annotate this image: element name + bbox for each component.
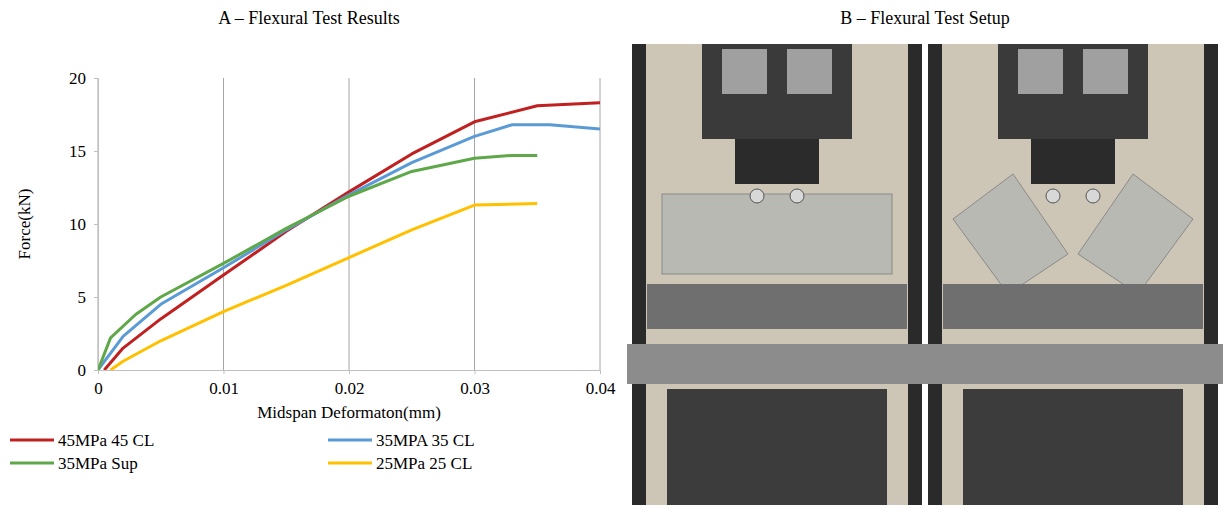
support-table	[627, 344, 927, 384]
loading-head	[998, 44, 1148, 139]
loading-fixture	[1031, 139, 1115, 184]
tick: 0.01	[209, 370, 239, 398]
legend-swatch	[328, 439, 372, 442]
x-axis-title: Midspan Deformaton(mm)	[257, 403, 441, 422]
y-axis-title: Force(kN)	[15, 189, 34, 260]
panel-title: B – Flexural Test Setup	[840, 8, 1009, 28]
photo-half	[923, 44, 1223, 505]
legend-swatch	[328, 462, 372, 465]
legend-label: 45MPa 45 CL	[58, 431, 154, 450]
tick: 0.03	[460, 370, 490, 398]
beam	[662, 194, 892, 274]
grid	[98, 78, 600, 370]
series-line	[98, 155, 537, 370]
grip-plate	[787, 49, 832, 94]
beam-half	[953, 174, 1068, 294]
tick-label: 0.02	[335, 379, 365, 398]
tick-label: 0	[78, 361, 87, 380]
photo	[627, 44, 1223, 505]
actuator	[963, 389, 1183, 505]
legend-swatch	[10, 439, 54, 442]
grip-plate	[1083, 49, 1128, 94]
figure: A – Flexural Test Results 0 0.01 0.02 0.03 0.…	[0, 0, 1225, 511]
tick: 5	[78, 288, 99, 307]
support-base	[943, 284, 1203, 329]
chart-title: A – Flexural Test Results	[218, 8, 399, 28]
tick: 20	[69, 69, 98, 88]
tick: 10	[69, 215, 98, 234]
loading-pin	[750, 189, 764, 203]
tick-label: 0.04	[586, 379, 616, 398]
loading-pin	[1086, 189, 1100, 203]
tick-label: 20	[69, 69, 86, 88]
legend-label: 35MPA 35 CL	[376, 431, 475, 450]
support-table	[923, 344, 1223, 384]
grip-plate	[722, 49, 767, 94]
x-axis: 0 0.01 0.02 0.03 0.04	[94, 370, 616, 398]
plot-area	[98, 103, 600, 370]
grid-line-x	[349, 78, 350, 370]
loading-head	[702, 44, 852, 139]
tick-label: 5	[78, 288, 87, 307]
legend-swatch	[10, 462, 54, 465]
tick: 0	[78, 361, 99, 380]
tick-label: 15	[69, 142, 86, 161]
machine-frame	[632, 44, 646, 505]
tick-label: 0.03	[460, 379, 490, 398]
tick-label: 0	[94, 379, 103, 398]
grid-line-x	[223, 78, 224, 370]
grid-line-x	[600, 78, 601, 370]
legend-item: 35MPA 35 CL	[328, 431, 475, 450]
tick: 0.04	[586, 370, 616, 398]
series-line	[98, 125, 600, 370]
beam-half	[1078, 174, 1193, 294]
tick-mark	[475, 370, 476, 374]
tick-mark	[94, 370, 98, 371]
loading-fixture	[735, 139, 819, 184]
machine-frame	[1204, 44, 1218, 505]
legend-label: 25MPa 25 CL	[376, 454, 472, 473]
photo-background	[928, 44, 1218, 505]
loading-pin	[790, 189, 804, 203]
support-base	[647, 284, 907, 329]
legend-item: 25MPa 25 CL	[328, 454, 472, 473]
tick-mark	[224, 370, 225, 374]
tick: 0.02	[335, 370, 365, 398]
legend-label: 35MPa Sup	[58, 454, 138, 473]
tick-mark	[94, 151, 98, 152]
series-line	[111, 204, 538, 370]
tick-mark	[94, 78, 98, 79]
photo-background	[632, 44, 922, 505]
tick-label: 10	[69, 215, 86, 234]
legend-item: 35MPa Sup	[10, 454, 138, 473]
y-axis: 0 5 10 15 20	[69, 69, 99, 380]
loading-pin	[1046, 189, 1060, 203]
actuator	[667, 389, 887, 505]
machine-frame	[908, 44, 922, 505]
legend-item: 45MPa 45 CL	[10, 431, 154, 450]
tick: 15	[69, 142, 98, 161]
tick: 0	[94, 370, 103, 398]
grip-plate	[1018, 49, 1063, 94]
legend: 45MPa 45 CL 35MPA 35 CL 35MPa Sup 25MPa 25 …	[10, 431, 475, 473]
tick-mark	[600, 370, 601, 374]
series-line	[104, 103, 600, 370]
tick-mark	[94, 224, 98, 225]
tick-mark	[349, 370, 350, 374]
tick-label: 0.01	[209, 379, 239, 398]
tick-mark	[94, 297, 98, 298]
tick-mark	[98, 370, 99, 374]
machine-frame	[928, 44, 942, 505]
photo-half	[627, 44, 927, 505]
axis-line	[98, 79, 99, 371]
